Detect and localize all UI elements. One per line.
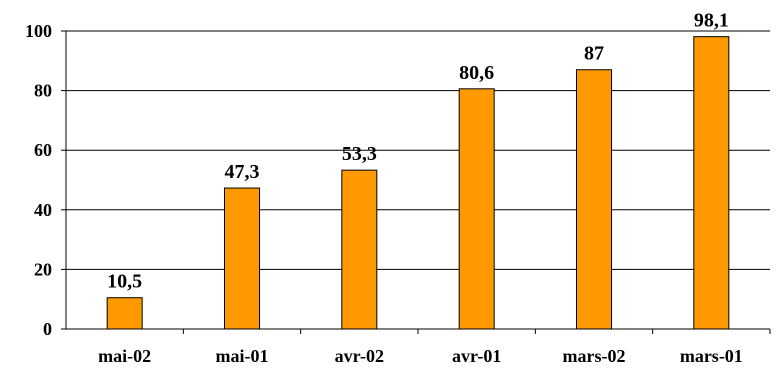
gridlines <box>66 30 770 270</box>
labels: 0 20 40 60 80 100 mai-02 10,5 mai-01 47,3 avr-02 53… <box>25 10 743 366</box>
x-category-label: mai-02 <box>98 346 151 366</box>
bars <box>106 36 730 330</box>
data-label: 10,5 <box>107 271 142 293</box>
y-tick-label: 20 <box>34 259 52 279</box>
axes <box>61 30 771 334</box>
data-label: 87 <box>584 43 604 65</box>
y-tick-label: 60 <box>34 140 52 160</box>
bar <box>576 69 612 330</box>
bar <box>693 36 730 330</box>
x-category-label: avr-02 <box>335 346 384 366</box>
x-category-label: avr-01 <box>452 346 501 366</box>
y-tick-label: 80 <box>34 81 52 101</box>
data-label: 47,3 <box>225 161 260 183</box>
x-category-label: mai-01 <box>216 346 269 366</box>
x-category-label: mars-01 <box>680 346 743 366</box>
x-category-label: mars-02 <box>563 346 626 366</box>
y-tick-label: 100 <box>25 21 52 41</box>
bar <box>458 88 495 330</box>
y-tick-label: 0 <box>43 319 52 339</box>
y-tick-label: 40 <box>34 200 52 220</box>
data-label: 80,6 <box>459 62 494 84</box>
bar <box>106 297 143 330</box>
data-label: 98,1 <box>694 10 729 32</box>
data-label: 53,3 <box>342 143 377 165</box>
bar <box>341 169 378 330</box>
bar <box>224 187 260 330</box>
